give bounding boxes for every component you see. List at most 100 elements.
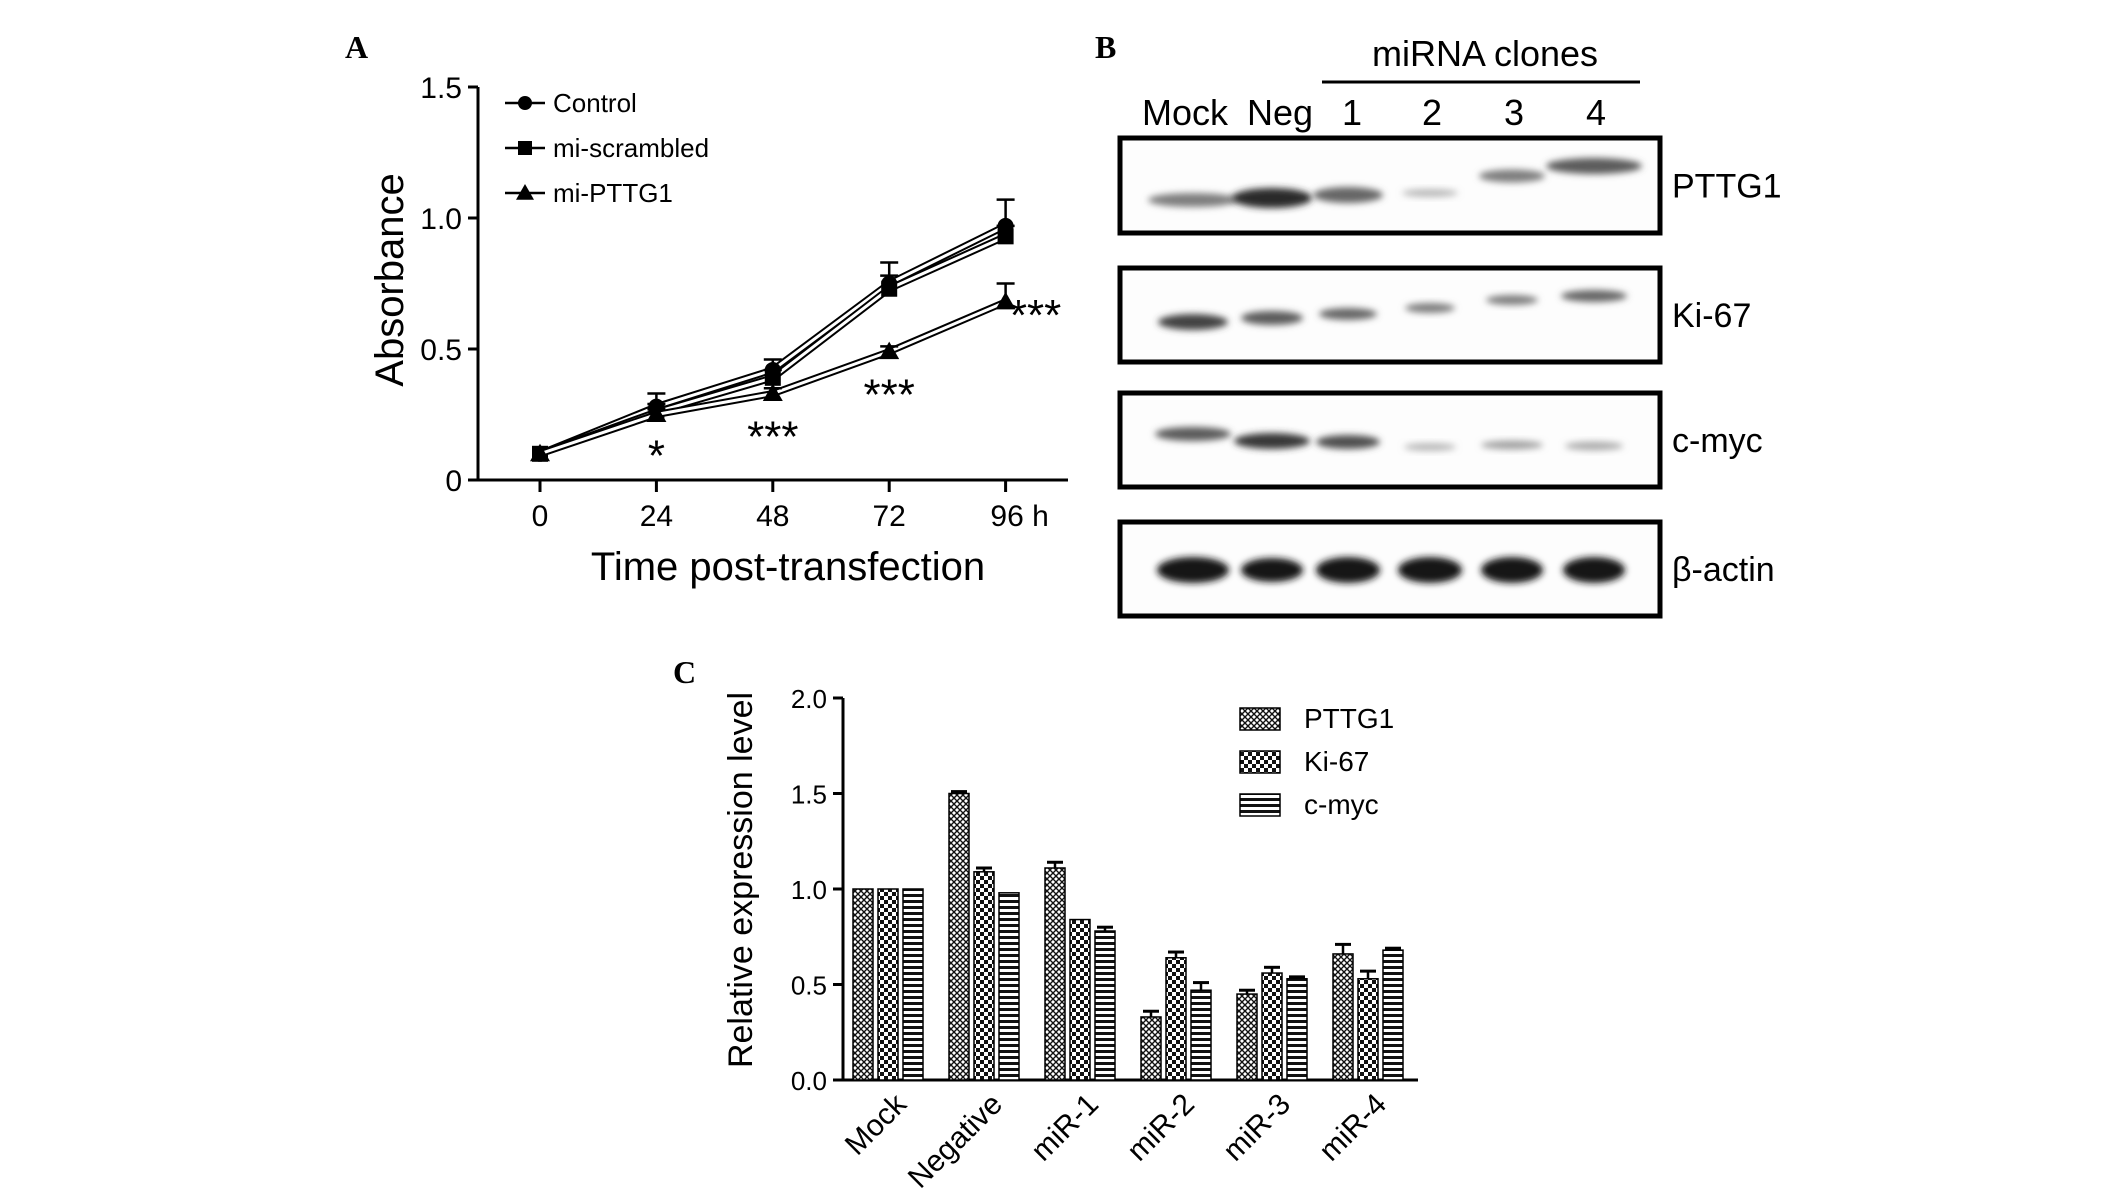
c-bar [1069,918,1091,1081]
panel-b: B miRNA clones Mock Neg 1 2 3 4 PTTG1 Ki-67 c-m… [1095,29,1782,619]
blot-band [1234,433,1310,449]
blot-frame [1117,265,1663,365]
c-bar [877,888,899,1081]
a-y-tick-label: 0.5 [420,334,462,367]
mirna-clones-header: miRNA clones [1372,33,1598,74]
c-bar [1357,978,1379,1081]
blot-c-myc: c-myc [1117,390,1763,490]
a-data-point [646,404,667,422]
a-significance-marker: *** [864,371,915,420]
blot-label: β-actin [1672,551,1775,589]
a-y-tick-label: 1.5 [420,72,462,105]
blot-band [1313,187,1383,203]
panel-a-letter: A [345,29,368,65]
c-bar [1165,957,1187,1081]
blot-band [1157,557,1229,583]
western-blots: PTTG1 Ki-67 c-myc β-actin [1117,135,1782,619]
panel-a-legend: Control mi-scrambled mi-PTTG1 [505,88,709,208]
panel-c-letter: C [673,654,696,690]
a-x-tick-label: 72 [873,500,906,533]
blot-band [1481,440,1543,450]
a-significance-marker: * [648,432,665,481]
blot-band [1241,311,1303,325]
a-data-point [881,280,898,297]
blot-band [1319,308,1377,320]
lane-label: 3 [1504,92,1524,133]
blot-label: Ki-67 [1672,297,1751,335]
lane-label: 4 [1586,92,1606,133]
blot-ki-67: Ki-67 [1117,265,1751,365]
c-legend-swatch [1239,793,1281,817]
c-category-label: miR-2 [1121,1088,1201,1168]
panel-c-legend: PTTG1 Ki-67 c-myc [1239,703,1394,820]
a-significance-marker: *** [747,413,798,462]
panel-b-letter: B [1095,29,1116,65]
blot-band [1565,441,1623,451]
blot-band [1398,557,1462,583]
a-significance-marker: *** [1010,291,1061,340]
blot-band [1481,557,1543,583]
panel-a-y-axis-label: Absorbance [368,173,412,386]
a-legend-marker [518,96,532,110]
c-bar [902,888,924,1081]
a-x-tick-label: 0 [532,500,549,533]
a-legend-label: Control [553,88,637,118]
lane-labels: Mock Neg 1 2 3 4 [1142,92,1606,133]
c-bar [998,892,1020,1081]
c-category-label: Mock [839,1087,914,1162]
c-bar [1286,978,1308,1081]
c-bar [1140,1016,1162,1081]
a-data-point [997,228,1014,245]
a-legend-label: mi-scrambled [553,133,709,163]
c-y-tick-label: 1.5 [791,780,827,810]
c-bar [1190,989,1212,1081]
panel-a-x-axis-label: Time post-transfection [591,545,985,589]
lane-label: 2 [1422,92,1442,133]
panel-a-plot-area: * ********* [530,198,1061,481]
lane-label: Mock [1142,92,1229,133]
c-y-tick-label: 2.0 [791,684,827,714]
blot-band [1563,557,1625,583]
c-bar [852,888,874,1081]
c-legend-swatch [1239,750,1281,774]
blot-band [1316,557,1380,583]
panel-a-axes: 0 0.5 1.0 1.5 0 24 48 72 96 h [420,72,1068,533]
a-legend-marker [518,141,532,155]
a-data-point [530,443,550,462]
a-x-tick-label: 96 h [990,500,1048,533]
blot-band [1241,558,1303,582]
lane-label: Neg [1247,92,1313,133]
a-y-tick-label: 0 [445,465,462,498]
c-bar [1382,949,1404,1081]
panel-c-y-axis-label: Relative expression level [722,692,760,1068]
c-y-tick-label: 0.0 [791,1066,827,1096]
a-series-mi-pttg1 [530,282,1016,462]
blot-band [1404,443,1456,451]
blot-band [1402,189,1458,197]
c-bar [948,792,970,1081]
c-category-label: miR-3 [1217,1088,1297,1168]
c-bar [1332,953,1354,1081]
panel-a: A 00.51.01.50 24 48 72 96 h * ********* Contr… [345,29,1068,589]
a-data-point [762,383,783,402]
c-category-label: miR-1 [1025,1088,1105,1168]
c-bar [1094,930,1116,1081]
blot-band [1316,435,1380,449]
blot-label: PTTG1 [1672,168,1782,206]
blot-band [1155,427,1231,441]
c-bar [1236,993,1258,1081]
blot-band [1158,314,1228,330]
panel-c-plot-area [852,790,1404,1081]
c-category-label: Negative [902,1088,1009,1195]
a-data-point [764,369,781,386]
blot-pttg1: PTTG1 [1117,135,1782,236]
c-bar [1044,867,1066,1081]
blot-band [1479,169,1545,183]
a-legend-label: mi-PTTG1 [553,178,673,208]
c-legend-swatch [1239,707,1281,731]
c-legend-label: c-myc [1304,789,1379,820]
c-y-tick-label: 0.5 [791,971,827,1001]
a-data-point [995,291,1016,310]
